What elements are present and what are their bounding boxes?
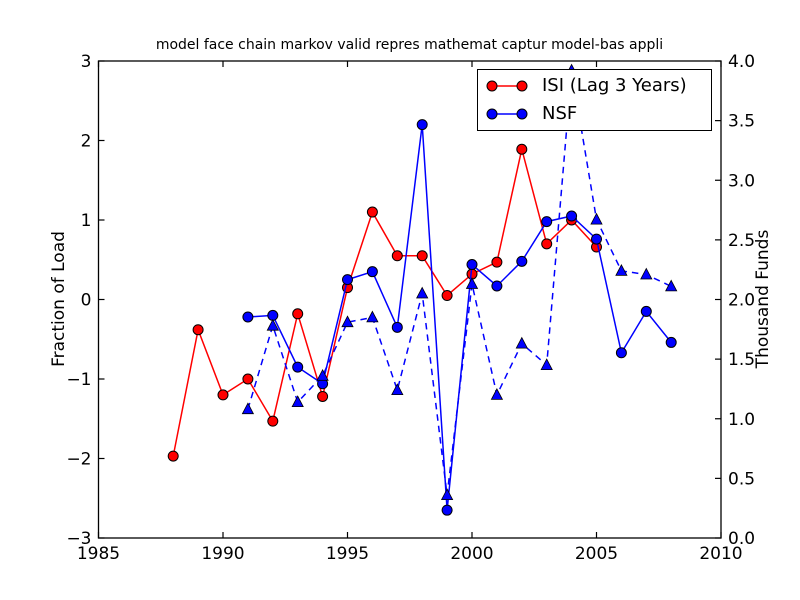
y-right-tick-label: 0.5: [728, 469, 755, 489]
data-point-circle: [217, 389, 229, 401]
y-left-tick-label: 3: [81, 52, 92, 72]
data-point-circle: [267, 415, 279, 427]
x-tick-label: 1995: [326, 544, 369, 564]
y-left-tick-label: −1: [66, 370, 91, 390]
data-point-circle: [391, 321, 403, 333]
data-point-circle: [441, 504, 453, 516]
data-point-circle: [591, 233, 602, 245]
y-left-axis-title: Fraction of Load: [49, 231, 69, 367]
data-point-circle: [541, 238, 553, 250]
data-point-triangle: [416, 286, 429, 299]
y-right-tick-label: 2.0: [728, 291, 755, 311]
legend-line-sample-nsf: [486, 108, 528, 120]
y-right-tick-label: 4.0: [728, 52, 755, 72]
legend-sample-marker: [486, 108, 498, 120]
data-point-circle: [491, 280, 503, 292]
data-point-triangle: [640, 267, 653, 280]
y-right-axis-title: Thousand Funds: [753, 229, 773, 369]
series-line-2: [247, 70, 672, 496]
y-right-tick-label: 3.5: [728, 112, 755, 132]
x-tick-label: 2010: [699, 544, 742, 564]
data-point-triangle: [665, 279, 678, 292]
data-point-circle: [292, 308, 304, 320]
data-point-circle: [366, 266, 378, 278]
data-point-triangle: [615, 264, 628, 276]
x-tick-label: 2005: [575, 544, 618, 564]
data-point-circle: [491, 256, 503, 268]
data-point-triangle: [341, 315, 354, 328]
series-line-0: [172, 149, 598, 457]
data-point-circle: [566, 210, 578, 222]
data-point-circle: [615, 347, 627, 359]
y-left-tick-label: −2: [66, 450, 91, 470]
chart-title: model face chain markov valid repres mat…: [155, 37, 664, 53]
data-point-triangle: [490, 388, 504, 400]
x-tick-label: 2000: [450, 544, 493, 564]
data-point-circle: [317, 390, 329, 402]
legend-sample-marker: [516, 80, 528, 92]
series-line-1: [247, 124, 672, 511]
legend-entry-nsf: NSF: [478, 100, 711, 128]
data-point-triangle: [540, 358, 553, 371]
y-right-tick-label: 2.5: [728, 231, 755, 251]
data-point-circle: [292, 361, 304, 373]
data-point-circle: [342, 274, 353, 286]
x-tick-label: 1985: [77, 544, 120, 564]
data-point-triangle: [590, 212, 603, 225]
plot-border: [97, 60, 722, 539]
legend-line-sample-isi: [486, 80, 528, 92]
data-point-circle: [416, 119, 428, 131]
y-left-tick-label: −3: [66, 529, 91, 549]
legend-label-nsf: NSF: [542, 103, 578, 124]
data-point-circle: [416, 250, 428, 262]
data-point-circle: [242, 373, 254, 385]
y-left-tick-label: 0: [81, 291, 92, 311]
legend-sample-marker: [516, 108, 528, 120]
y-left-tick-label: 2: [81, 132, 92, 152]
legend-entry-isi: ISI (Lag 3 Years): [478, 72, 711, 100]
data-point-circle: [665, 336, 677, 348]
data-point-triangle: [465, 277, 479, 289]
data-point-triangle: [266, 318, 279, 331]
data-point-circle: [366, 206, 378, 218]
data-point-circle: [391, 250, 403, 262]
data-point-triangle: [241, 402, 255, 415]
data-point-circle: [516, 143, 528, 155]
data-point-circle: [441, 290, 453, 302]
data-point-triangle: [291, 395, 304, 408]
legend: ISI (Lag 3 Years) NSF: [477, 69, 712, 131]
data-point-circle: [242, 311, 254, 323]
data-point-triangle: [515, 336, 528, 349]
data-point-triangle: [440, 488, 454, 501]
data-point-triangle: [366, 310, 379, 323]
data-point-circle: [466, 259, 478, 271]
data-point-circle: [541, 216, 553, 228]
y-left-tick-label: 1: [81, 211, 92, 231]
data-point-circle: [640, 305, 652, 317]
data-point-triangle: [316, 368, 329, 381]
x-tick-label: 1990: [201, 544, 244, 564]
y-right-tick-label: 1.5: [728, 350, 755, 370]
data-point-triangle: [391, 383, 404, 396]
y-right-tick-label: 0.0: [728, 529, 755, 549]
data-point-circle: [167, 450, 179, 462]
legend-sample-marker: [486, 80, 498, 92]
data-point-circle: [192, 324, 204, 336]
legend-label-isi: ISI (Lag 3 Years): [542, 75, 687, 96]
y-right-tick-label: 1.0: [728, 410, 755, 430]
data-point-circle: [516, 255, 528, 267]
y-right-tick-label: 3.0: [728, 171, 755, 191]
